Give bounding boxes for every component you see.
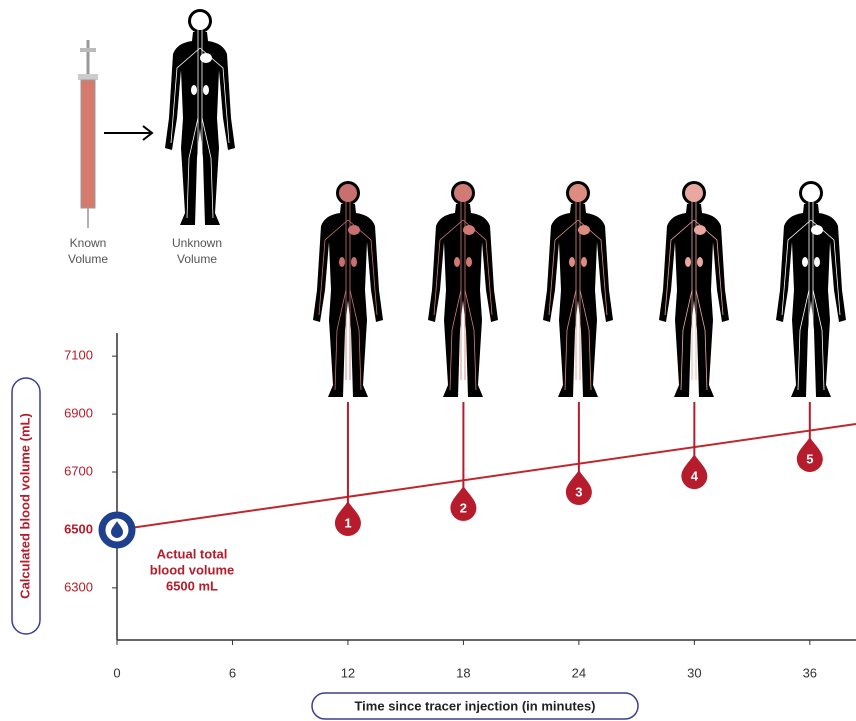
syringe-label: Volume	[68, 252, 108, 266]
body-figure	[542, 180, 614, 398]
y-label-box	[11, 377, 41, 635]
start-drop	[111, 520, 123, 538]
body-figure	[427, 180, 499, 398]
y-tick-label: 7100	[64, 348, 93, 363]
x-tick-label: 18	[456, 665, 470, 680]
drop-label: 1	[344, 515, 351, 530]
x-label-box	[311, 692, 639, 720]
annotation: Actual total	[157, 546, 228, 561]
y-tick-label: 6300	[64, 579, 93, 594]
y-axis-label: Calculated blood volume (mL)	[17, 413, 32, 599]
body-figure	[164, 8, 236, 226]
drop-marker	[334, 500, 361, 536]
drop-marker	[450, 485, 477, 521]
x-axis-label: Time since tracer injection (in minutes)	[354, 698, 595, 713]
x-tick-label: 24	[572, 665, 586, 680]
y-tick-label: 6900	[64, 406, 93, 421]
x-tick-label: 36	[803, 665, 817, 680]
drop-label: 5	[806, 451, 813, 466]
body-figure	[658, 180, 730, 398]
x-tick-label: 0	[113, 665, 120, 680]
y-tick-label: 6700	[64, 463, 93, 478]
drop-label: 4	[691, 469, 699, 484]
drop-marker	[681, 454, 708, 490]
syringe	[78, 40, 98, 228]
body-figure	[312, 180, 384, 398]
body-label: Unknown	[172, 236, 222, 250]
trend-line	[116, 422, 856, 531]
syringe-label: Known	[70, 236, 107, 250]
x-tick-label: 6	[229, 665, 236, 680]
drop-marker	[565, 470, 592, 506]
y-tick-label: 6500	[64, 521, 93, 536]
body-figure	[775, 180, 847, 398]
annotation: 6500 mL	[166, 578, 218, 593]
drop-marker	[796, 436, 823, 472]
x-tick-label: 12	[341, 665, 355, 680]
x-tick-label: 30	[687, 665, 701, 680]
annotation: blood volume	[150, 562, 235, 577]
arrow	[104, 125, 154, 141]
body-label: Volume	[177, 252, 217, 266]
drop-label: 2	[460, 500, 467, 515]
drop-label: 3	[575, 484, 582, 499]
